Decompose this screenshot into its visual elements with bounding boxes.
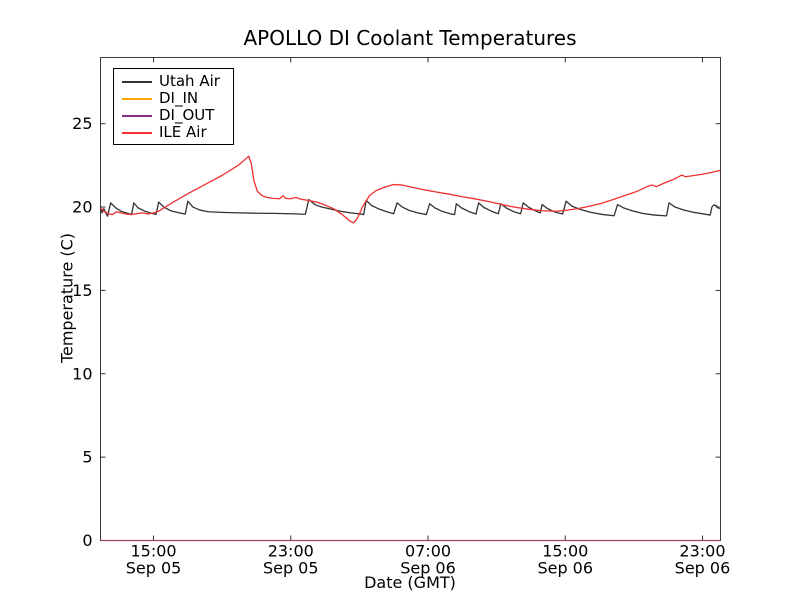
legend-line-sample [122,97,152,100]
x-tick-label-time: 15:00 [542,542,588,561]
x-tick-label-date: Sep 06 [400,559,456,578]
series-line-ile-air [100,155,721,224]
y-tick-label: 15 [72,281,92,300]
y-tick-label: 10 [72,364,92,383]
x-tick-label-date: Sep 05 [263,559,319,578]
legend-item: ILE Air [114,124,233,141]
y-tick-label: 0 [82,531,92,550]
y-tick-label: 25 [72,114,92,133]
legend-item-label: DI_OUT [159,106,215,124]
x-tick-label-time: 23:00 [268,542,314,561]
legend-item-label: ILE Air [159,123,207,141]
x-tick-label-date: Sep 05 [126,559,182,578]
legend-item: Utah Air [114,73,233,90]
x-tick-label-date: Sep 06 [675,559,731,578]
x-axis-label: Date (GMT) [364,573,456,592]
legend-line-sample [122,80,152,83]
legend-item: DI_IN [114,90,233,107]
legend: Utah Air DI_IN DI_OUT ILE Air [113,68,234,145]
series-line-utah-air [99,198,720,217]
legend-item-label: Utah Air [159,72,220,90]
legend-item: DI_OUT [114,107,233,124]
x-tick-label-time: 23:00 [679,542,725,561]
legend-line-sample [122,131,152,134]
x-tick-label-time: 15:00 [130,542,176,561]
x-tick-label-time: 07:00 [405,542,451,561]
y-axis-label: Temperature (C) [57,232,77,364]
chart-title: APOLLO DI Coolant Temperatures [243,26,577,50]
legend-item-label: DI_IN [159,89,199,107]
legend-line-sample [122,114,152,117]
x-tick-label-date: Sep 06 [537,559,593,578]
y-tick-label: 5 [82,448,92,467]
y-tick-label: 20 [72,198,92,217]
